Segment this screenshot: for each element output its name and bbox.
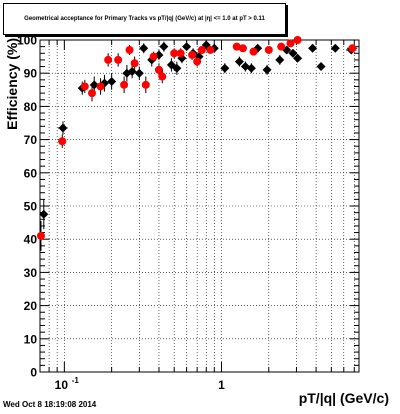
data-point-diamond xyxy=(159,42,169,52)
grid-layer xyxy=(39,40,359,372)
x-tick-label-exponent: -1 xyxy=(72,376,80,385)
data-point-circle xyxy=(193,57,202,66)
data-point-circle xyxy=(170,49,179,58)
chart-title: Geometrical acceptance for Primary Track… xyxy=(24,16,265,22)
data-point-diamond xyxy=(39,209,49,219)
data-point-circle xyxy=(125,45,134,54)
data-point-diamond xyxy=(58,123,68,133)
data-point-circle xyxy=(232,42,241,51)
data-point-diamond xyxy=(288,48,298,58)
data-points xyxy=(36,36,358,251)
data-point-diamond xyxy=(234,57,244,67)
data-point-diamond xyxy=(275,55,285,65)
y-tick-label: 70 xyxy=(24,133,38,147)
y-tick-label: 50 xyxy=(24,200,38,214)
data-point-diamond xyxy=(220,63,230,73)
data-point-circle xyxy=(120,80,129,89)
data-point-circle xyxy=(104,55,113,64)
timestamp: Wed Oct 8 18:19:08 2014 xyxy=(3,400,97,409)
data-point-circle xyxy=(96,82,105,91)
data-point-diamond xyxy=(316,62,326,72)
data-point-circle xyxy=(176,49,185,58)
data-point-diamond xyxy=(262,65,272,75)
data-point-circle xyxy=(114,55,123,64)
data-point-circle xyxy=(197,45,206,54)
y-tick-label: 40 xyxy=(24,233,38,247)
y-axis-title: Efficiency (%) xyxy=(4,38,20,130)
data-point-diamond xyxy=(139,43,149,53)
y-tick-label: 90 xyxy=(24,67,38,81)
data-point-circle xyxy=(249,47,258,56)
data-point-circle xyxy=(206,45,215,54)
data-point-circle xyxy=(130,59,139,68)
data-point-circle xyxy=(141,80,150,89)
y-tick-label: 100 xyxy=(17,34,37,48)
data-point-circle xyxy=(286,39,295,48)
series-2 xyxy=(36,36,358,251)
data-point-circle xyxy=(154,65,163,74)
x-tick-label: 1 xyxy=(218,378,225,392)
data-point-diamond xyxy=(182,42,192,52)
data-point-circle xyxy=(88,89,97,98)
data-point-circle xyxy=(264,45,273,54)
data-point-circle xyxy=(277,42,286,51)
data-point-circle xyxy=(158,72,167,81)
y-tick-label: 60 xyxy=(24,166,38,180)
data-point-circle xyxy=(238,44,247,53)
y-tick-label: 30 xyxy=(24,266,38,280)
data-point-diamond xyxy=(134,68,144,78)
data-point-diamond xyxy=(308,43,318,53)
data-point-diamond xyxy=(293,53,303,63)
y-tick-label: 10 xyxy=(24,332,38,346)
y-tick-label: 0 xyxy=(30,366,37,380)
data-point-diamond xyxy=(107,77,117,86)
y-tick-label: 80 xyxy=(24,100,38,114)
axis-ticks xyxy=(39,39,359,373)
chart-title-box: Geometrical acceptance for Primary Track… xyxy=(3,3,286,35)
x-tick-label-base: 10 xyxy=(55,378,69,392)
data-point-circle xyxy=(348,44,357,53)
data-point-circle xyxy=(36,231,45,240)
data-point-circle xyxy=(293,36,302,44)
data-point-diamond xyxy=(246,63,256,73)
series-1 xyxy=(39,40,357,230)
data-point-circle xyxy=(188,50,197,59)
x-axis-title: pT/|q| (GeV/c) xyxy=(299,390,389,406)
data-point-circle xyxy=(80,82,89,91)
data-point-diamond xyxy=(172,63,182,73)
data-point-circle xyxy=(149,52,158,61)
y-tick-label: 20 xyxy=(24,299,38,313)
data-point-diamond xyxy=(330,43,340,53)
data-point-circle xyxy=(58,137,67,146)
